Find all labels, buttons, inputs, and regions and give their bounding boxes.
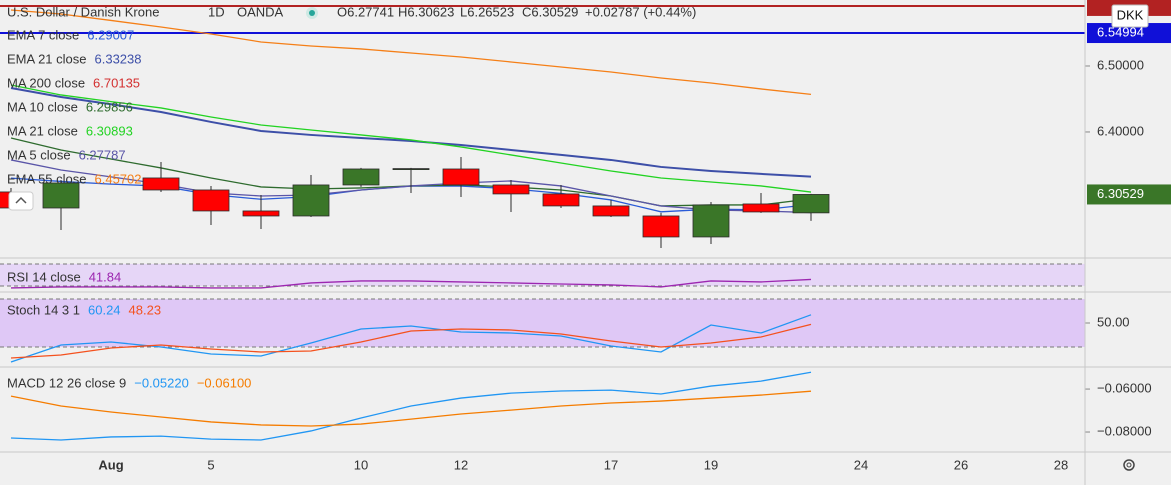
candle-body <box>42 182 80 209</box>
currency-box <box>1111 4 1149 28</box>
x-tick-label: 17 <box>604 457 618 472</box>
legend-value: 6.33238 <box>95 51 142 66</box>
indicator-line <box>10 278 812 289</box>
indicator-line <box>10 84 812 193</box>
open-value: O6.27741 <box>337 4 394 19</box>
interval: 1D <box>208 4 225 19</box>
band <box>0 299 1085 347</box>
legend-value: −0.06100 <box>197 375 252 390</box>
indicator-line <box>10 9 812 95</box>
y-tick-label: −0.08000 <box>1097 423 1152 438</box>
source: OANDA <box>237 4 284 19</box>
low-value: L6.26523 <box>460 4 514 19</box>
legend-value: 6.29007 <box>87 27 134 42</box>
candle-body <box>542 193 580 207</box>
x-tick-label: 26 <box>954 457 968 472</box>
price-label: 6.54994 <box>1097 24 1144 39</box>
candle-body <box>792 194 830 214</box>
x-tick-label: 24 <box>854 457 868 472</box>
y-tick-label: 50.00 <box>1097 314 1130 329</box>
legend-value: 6.29856 <box>86 99 133 114</box>
legend-value: 41.84 <box>89 269 122 284</box>
legend-value: −0.05220 <box>134 375 189 390</box>
settings-icon[interactable] <box>1123 459 1135 471</box>
legend-title: RSI 14 close <box>7 269 81 284</box>
legend-value: 6.30893 <box>86 123 133 138</box>
legend-name: MA 10 close <box>7 99 78 114</box>
last-price-box <box>1087 184 1171 205</box>
symbol: U.S. Dollar / Danish Krone <box>7 4 159 19</box>
x-tick-label: 19 <box>704 457 718 472</box>
indicator-line <box>10 390 812 427</box>
candle-body <box>342 168 380 186</box>
x-tick-label: 10 <box>354 457 368 472</box>
x-tick-label: 12 <box>454 457 468 472</box>
legend-value: 6.27787 <box>79 147 126 162</box>
plot-layer: Aug 5 10 12 17 19 24 26 28 <box>0 4 1090 472</box>
legend-name: EMA 55 close <box>7 171 87 186</box>
y-tick-label: 6.50000 <box>1097 57 1144 72</box>
candle-body <box>442 168 480 186</box>
candle-body <box>742 203 780 213</box>
legend-name: EMA 7 close <box>7 27 79 42</box>
indicator-line <box>10 314 812 363</box>
legend-name: MA 21 close <box>7 123 78 138</box>
legend-name: MA 5 close <box>7 147 71 162</box>
status-dot[interactable] <box>309 10 315 16</box>
x-tick-label: 28 <box>1054 457 1068 472</box>
candle-body <box>642 215 680 238</box>
collapse-icon <box>15 196 27 204</box>
indicator-line <box>10 86 812 178</box>
price-label-box <box>1087 23 1171 44</box>
legend-title: MACD 12 26 close 9 <box>7 375 126 390</box>
legend-value: 60.24 <box>88 302 121 317</box>
band <box>0 263 1085 286</box>
x-tick-label: 5 <box>207 457 214 472</box>
y-tick-label: −0.06000 <box>1097 380 1152 395</box>
legend-name: EMA 21 close <box>7 51 87 66</box>
legend-value: 6.70135 <box>93 75 140 90</box>
change-value: +0.02787 (+0.44%) <box>585 4 696 19</box>
indicator-line <box>10 323 812 359</box>
candle-body <box>492 184 530 195</box>
candle-body <box>392 168 430 170</box>
candle-body <box>242 210 280 217</box>
legend-value: 6.45702 <box>95 171 142 186</box>
x-tick-label: Aug <box>98 457 123 472</box>
last-price-label: 6.30529 <box>1097 186 1144 201</box>
candle-body <box>692 204 730 238</box>
legend-value: 48.23 <box>129 302 162 317</box>
candle-body <box>192 189 230 212</box>
legend-title: Stoch 14 3 1 <box>7 302 80 317</box>
currency-label: DKK <box>1117 7 1144 22</box>
high-value: H6.30623 <box>398 4 454 19</box>
indicator-line <box>10 371 812 441</box>
close-value: C6.30529 <box>522 4 578 19</box>
gear-ring <box>1123 459 1135 471</box>
legend-name: MA 200 close <box>7 75 85 90</box>
candle-body <box>292 184 330 217</box>
y-tick-label: 6.40000 <box>1097 123 1144 138</box>
candle-body <box>142 177 180 191</box>
candle-body <box>592 205 630 217</box>
gear-hub <box>1126 462 1132 468</box>
collapse-button[interactable] <box>8 191 34 211</box>
